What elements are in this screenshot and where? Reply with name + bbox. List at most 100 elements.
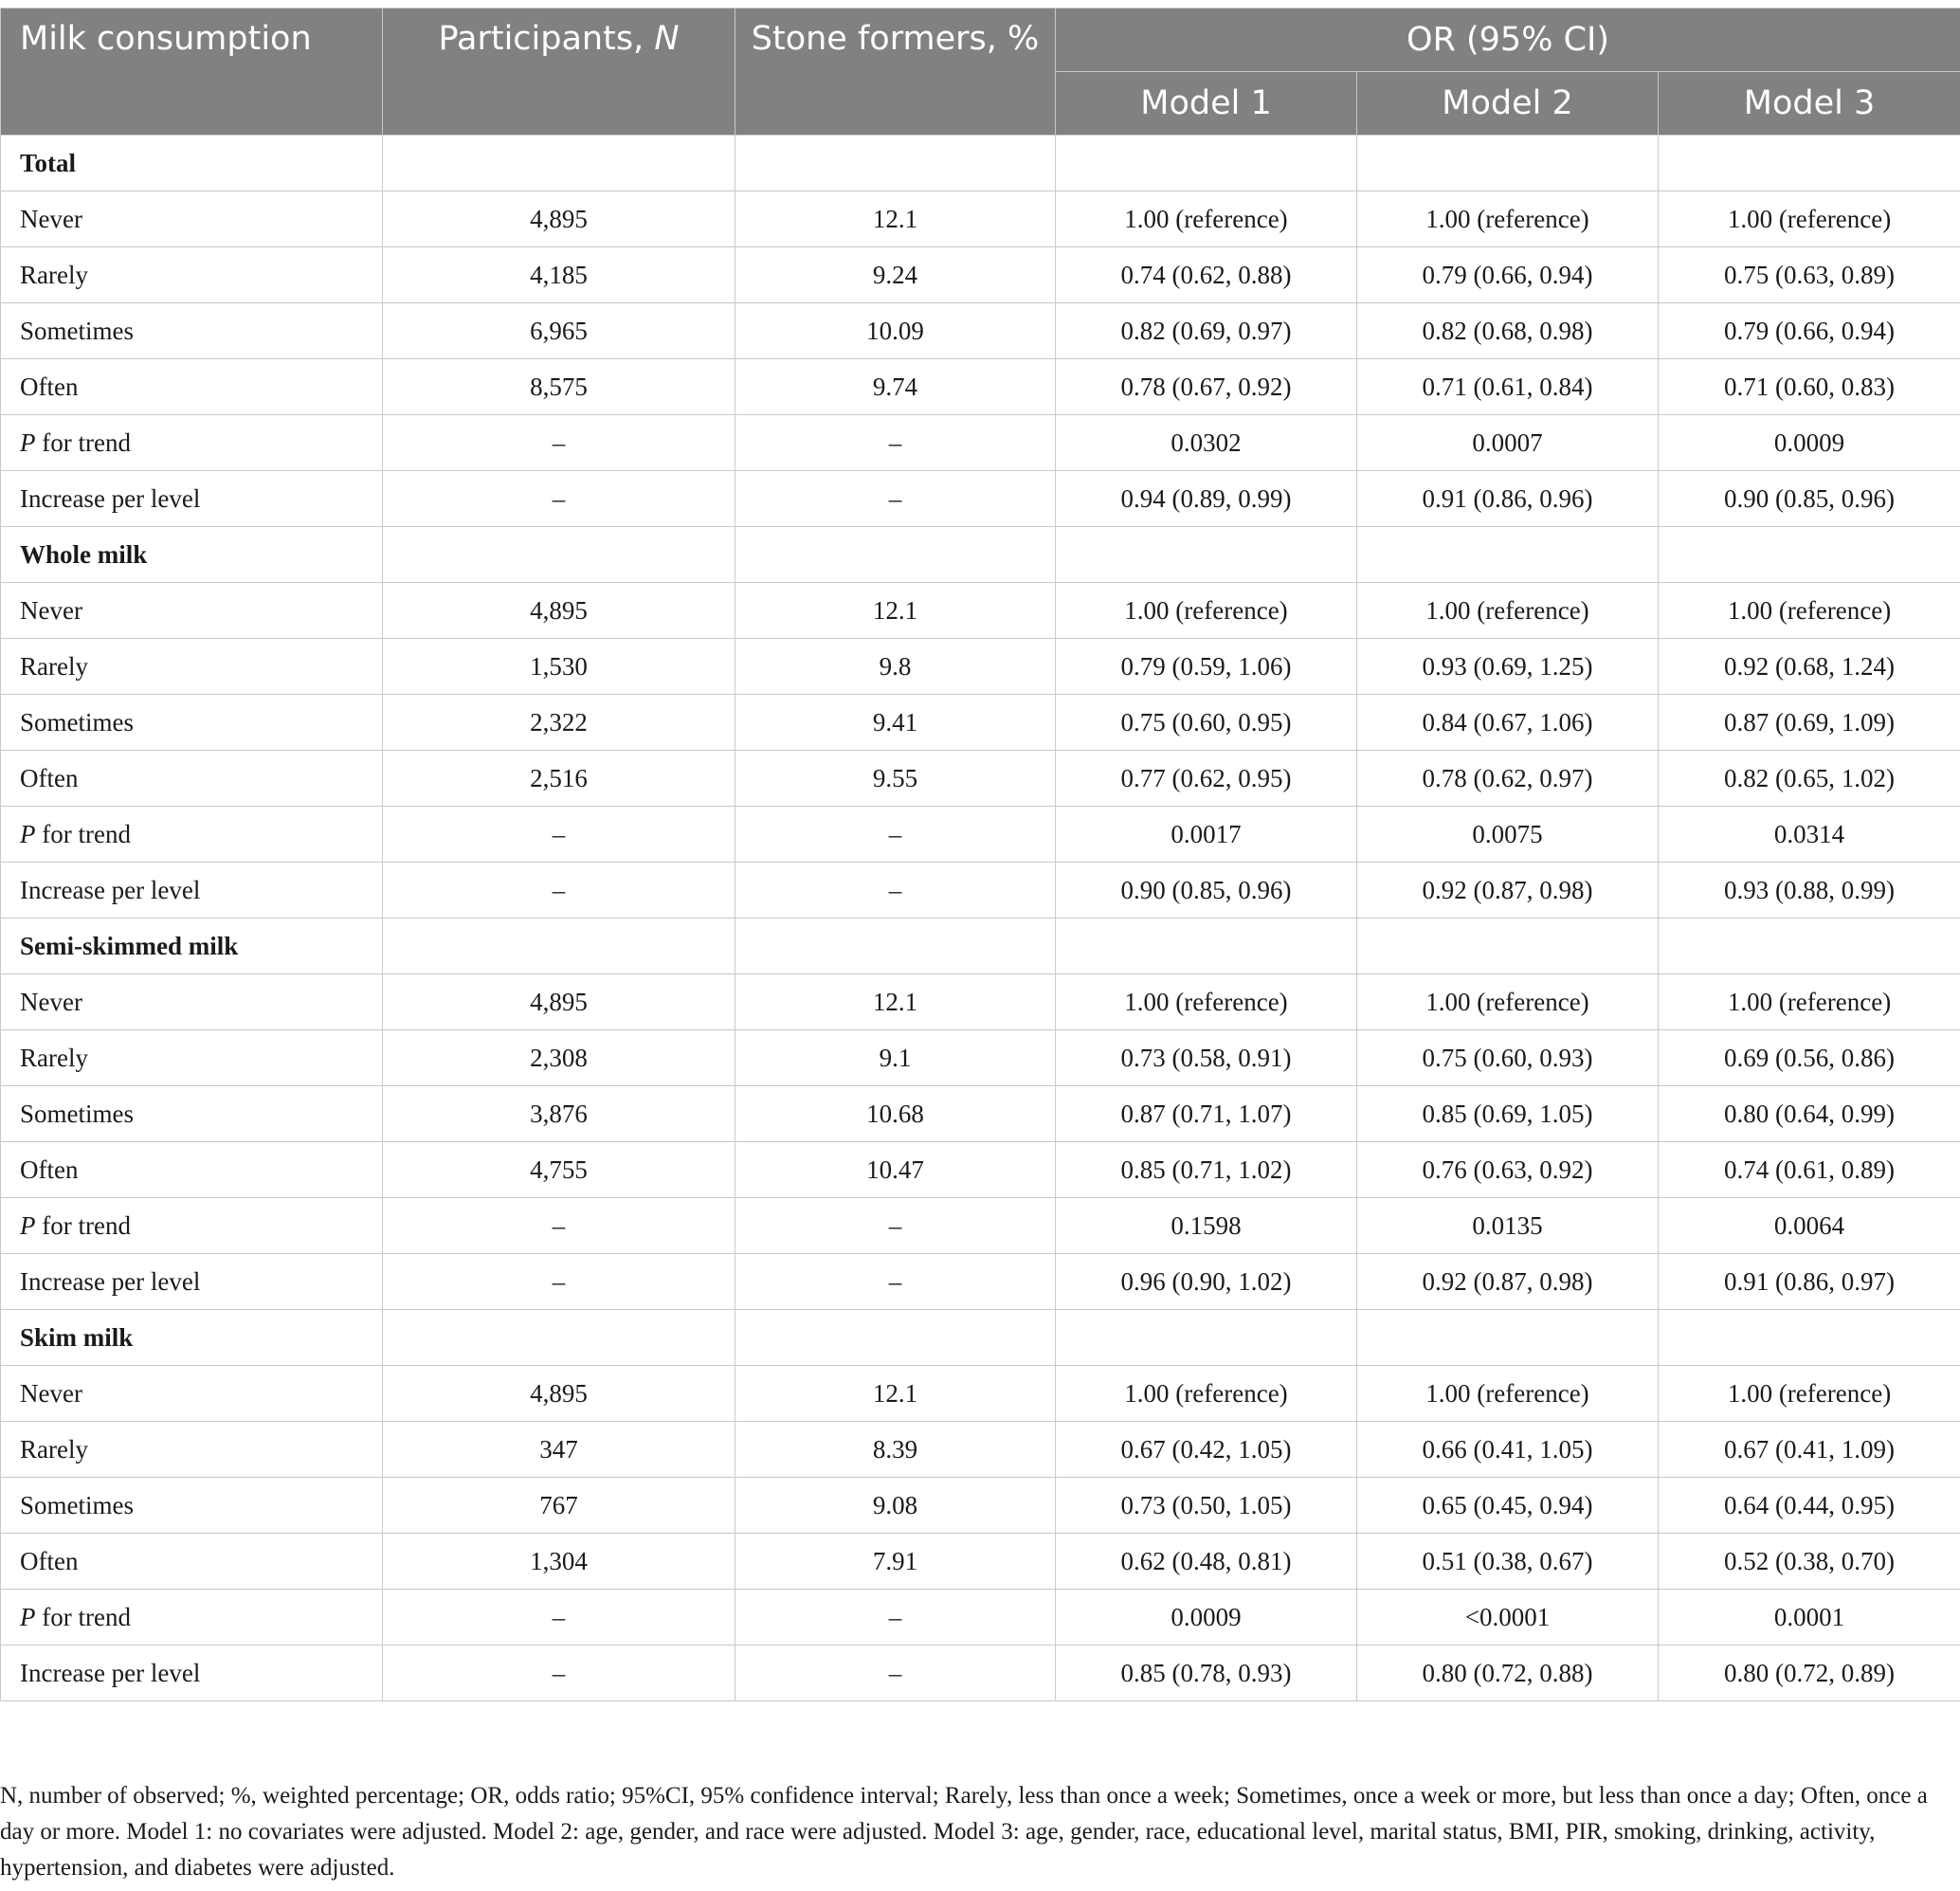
header-milk-consumption: Milk consumption <box>0 8 383 136</box>
row-label-text: Increase per level <box>20 1658 201 1687</box>
participants-cell: 347 <box>382 1421 735 1478</box>
row-label: Often <box>0 750 383 807</box>
model-2-cell: 0.80 (0.72, 0.88) <box>1356 1645 1659 1701</box>
stone-formers-cell: 7.91 <box>735 1533 1056 1590</box>
empty-cell <box>382 135 735 191</box>
model-3-cell: 0.87 (0.69, 1.09) <box>1657 694 1960 751</box>
model-1-cell: 1.00 (reference) <box>1055 1365 1357 1422</box>
model-1-cell: 1.00 (reference) <box>1055 973 1357 1030</box>
stone-formers-cell: – <box>735 470 1056 527</box>
stone-formers-cell: – <box>735 1253 1056 1310</box>
stone-formers-cell: – <box>735 1645 1056 1701</box>
row-label: Sometimes <box>0 302 383 359</box>
stone-formers-cell: – <box>735 1589 1056 1646</box>
row-label: Sometimes <box>0 1085 383 1142</box>
model-2-cell: 0.85 (0.69, 1.05) <box>1356 1085 1659 1142</box>
stone-formers-cell: 9.08 <box>735 1477 1056 1534</box>
row-label: Never <box>0 191 383 247</box>
empty-cell <box>1657 1309 1960 1366</box>
table-row: Sometimes 3,876 10.68 0.87 (0.71, 1.07) 0.85… <box>0 1085 1960 1142</box>
participants-cell: 2,308 <box>382 1029 735 1086</box>
model-3-cell: 0.80 (0.72, 0.89) <box>1657 1645 1960 1701</box>
participants-cell: 1,304 <box>382 1533 735 1590</box>
participants-cell: 1,530 <box>382 638 735 695</box>
table-row: P for trend – –0.0017 0.0075 0.0314 <box>0 806 1960 863</box>
model-3-cell: 0.79 (0.66, 0.94) <box>1657 302 1960 359</box>
model-2-cell: 0.0135 <box>1356 1197 1659 1254</box>
model-1-cell: 1.00 (reference) <box>1055 582 1357 639</box>
stone-formers-cell: – <box>735 806 1056 863</box>
header-participants-n: N <box>654 20 680 58</box>
table-row: Increase per level – –0.96 (0.90, 1.02) 0.9… <box>0 1253 1960 1310</box>
row-label: Never <box>0 1365 383 1422</box>
stone-formers-cell: 9.24 <box>735 246 1056 303</box>
empty-cell <box>1657 526 1960 583</box>
row-label: Rarely <box>0 638 383 695</box>
empty-cell <box>735 1309 1056 1366</box>
model-1-cell: 0.90 (0.85, 0.96) <box>1055 862 1357 918</box>
stone-formers-cell: 9.55 <box>735 750 1056 807</box>
empty-cell <box>1055 135 1357 191</box>
model-1-cell: 0.78 (0.67, 0.92) <box>1055 358 1357 415</box>
model-2-cell: 0.76 (0.63, 0.92) <box>1356 1141 1659 1198</box>
table-row: Rarely 4,185 9.24 0.74 (0.62, 0.88) 0.79 (0.… <box>0 246 1960 303</box>
row-label-text: for trend <box>35 1602 131 1631</box>
participants-cell: – <box>382 806 735 863</box>
header-participants: Participants, N <box>382 8 735 136</box>
model-2-cell: 0.0075 <box>1356 806 1659 863</box>
row-label-text: Often <box>20 763 79 792</box>
row-label-text: for trend <box>35 427 131 457</box>
model-1-cell: 0.1598 <box>1055 1197 1357 1254</box>
stone-formers-cell: 12.1 <box>735 191 1056 247</box>
row-label: Increase per level <box>0 862 383 918</box>
row-label: Increase per level <box>0 470 383 527</box>
row-label: P for trend <box>0 414 383 471</box>
row-label-text: Often <box>20 1155 79 1184</box>
participants-cell: 4,755 <box>382 1141 735 1198</box>
table-row: Often 2,516 9.55 0.77 (0.62, 0.95) 0.78 (0.6… <box>0 750 1960 807</box>
row-label: Increase per level <box>0 1645 383 1701</box>
model-2-cell: 0.92 (0.87, 0.98) <box>1356 862 1659 918</box>
row-label-text: for trend <box>35 819 131 848</box>
row-label-italic: P <box>20 1210 36 1240</box>
model-1-cell: 0.94 (0.89, 0.99) <box>1055 470 1357 527</box>
model-1-cell: 0.96 (0.90, 1.02) <box>1055 1253 1357 1310</box>
participants-cell: 8,575 <box>382 358 735 415</box>
empty-cell <box>1055 918 1357 974</box>
table-row: Increase per level – –0.90 (0.85, 0.96) 0.9… <box>0 862 1960 918</box>
table-row: P for trend – –0.0302 0.0007 0.0009 <box>0 414 1960 471</box>
participants-cell: 767 <box>382 1477 735 1534</box>
table-row: Sometimes 6,965 10.09 0.82 (0.69, 0.97) 0.82… <box>0 302 1960 359</box>
participants-cell: 4,895 <box>382 1365 735 1422</box>
row-label-text: Never <box>20 595 82 625</box>
model-1-cell: 1.00 (reference) <box>1055 191 1357 247</box>
model-2-cell: 0.79 (0.66, 0.94) <box>1356 246 1659 303</box>
header-participants-text: Participants, <box>438 20 655 58</box>
table-row: Never 4,895 12.1 1.00 (reference) 1.00 (refe… <box>0 191 1960 247</box>
participants-cell: 3,876 <box>382 1085 735 1142</box>
stone-formers-cell: 9.1 <box>735 1029 1056 1086</box>
model-2-cell: 0.51 (0.38, 0.67) <box>1356 1533 1659 1590</box>
row-label: Rarely <box>0 1029 383 1086</box>
stone-formers-cell: 12.1 <box>735 973 1056 1030</box>
model-2-cell: 0.78 (0.62, 0.97) <box>1356 750 1659 807</box>
model-2-cell: 1.00 (reference) <box>1356 1365 1659 1422</box>
results-table-container: Milk consumption Participants, N Stone f… <box>0 8 1960 1701</box>
model-2-cell: 0.92 (0.87, 0.98) <box>1356 1253 1659 1310</box>
table-row: Increase per level – –0.94 (0.89, 0.99) 0.9… <box>0 470 1960 527</box>
participants-cell: – <box>382 862 735 918</box>
participants-cell: 6,965 <box>382 302 735 359</box>
participants-cell: 4,185 <box>382 246 735 303</box>
model-1-cell: 0.85 (0.71, 1.02) <box>1055 1141 1357 1198</box>
participants-cell: – <box>382 1645 735 1701</box>
row-label-text: Rarely <box>20 260 88 289</box>
header-odds-ratio: OR (95% CI) <box>1054 8 1960 72</box>
stone-formers-cell: 9.74 <box>735 358 1056 415</box>
row-label: Sometimes <box>0 1477 383 1534</box>
table-row: Sometimes 767 9.08 0.73 (0.50, 1.05) 0.65 (0… <box>0 1477 1960 1534</box>
empty-cell <box>382 526 735 583</box>
model-2-cell: 0.0007 <box>1356 414 1659 471</box>
model-3-cell: 0.0001 <box>1657 1589 1960 1646</box>
row-label-italic: P <box>20 427 36 457</box>
row-label-text: Increase per level <box>20 1266 201 1296</box>
